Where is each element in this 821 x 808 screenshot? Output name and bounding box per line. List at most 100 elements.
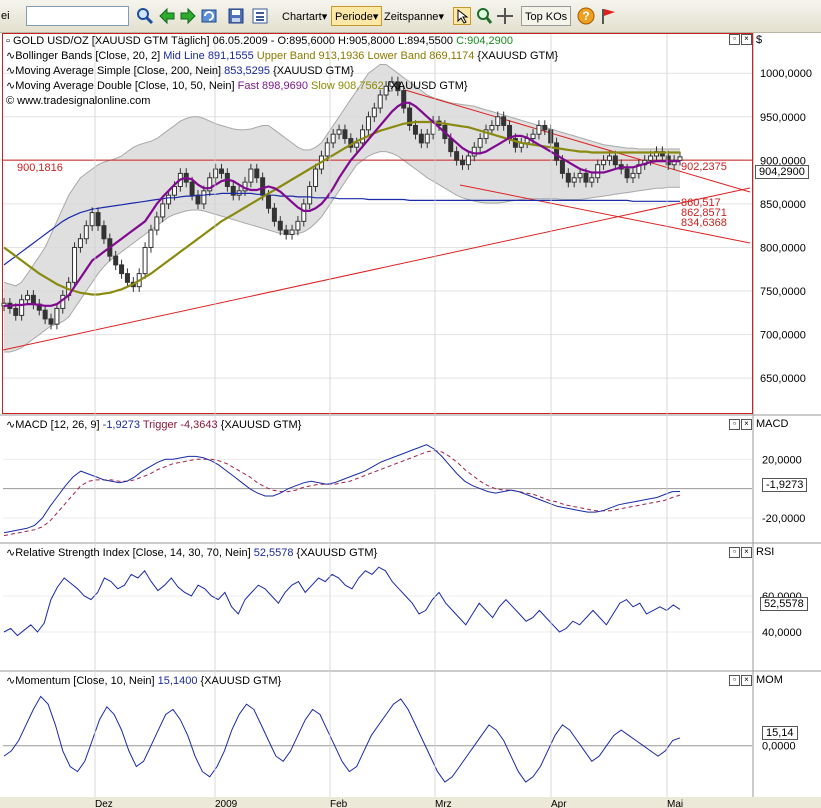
candle-body <box>354 142 360 148</box>
macd-plot: 20,0000 -20,0000 <box>3 444 805 537</box>
legend-bollinger[interactable]: ∿Bollinger Bands [Close, 20, 2] Mid Line… <box>6 50 559 62</box>
candle-body <box>89 212 95 227</box>
candle-body <box>277 220 283 231</box>
price-tick-label: 800,0000 <box>760 242 806 254</box>
hline-label: 900,1816 <box>17 162 63 174</box>
candle-body <box>471 146 477 157</box>
price-close-button[interactable]: × <box>741 34 752 45</box>
zeitspanne-menu-button[interactable]: Zeitspanne▾ <box>384 11 444 23</box>
candle-body <box>365 116 371 131</box>
momentum-close-button[interactable]: × <box>741 675 752 686</box>
x-tick-label: Mai <box>667 799 683 808</box>
candle-body <box>424 133 430 144</box>
macd-restore-button[interactable]: ▫ <box>729 419 740 430</box>
candle-body <box>283 229 289 235</box>
price-panel-frame <box>2 33 753 414</box>
x-axis: Dez 2009 Feb Mrz Apr Mai <box>94 34 683 808</box>
candle-body <box>401 90 407 109</box>
candle-body <box>489 124 495 131</box>
momentum-restore-button[interactable]: ▫ <box>729 675 740 686</box>
candle-body <box>601 159 607 166</box>
candle-body <box>360 129 366 144</box>
bollinger-upper-line <box>3 64 680 287</box>
candle-body <box>48 318 54 325</box>
list-icon[interactable] <box>251 7 269 25</box>
candle-body <box>377 94 383 109</box>
candle-body <box>395 81 401 92</box>
candle-body <box>589 177 595 183</box>
svg-text:?: ? <box>582 9 589 23</box>
price-tick-label: 1000,0000 <box>760 68 812 80</box>
candle-body <box>307 185 313 205</box>
rsi-legend[interactable]: ∿Relative Strength Index [Close, 14, 30,… <box>6 547 378 559</box>
trendline-support <box>2 187 751 351</box>
periode-menu-button[interactable]: Periode▾ <box>331 6 383 26</box>
candle-body <box>606 155 612 161</box>
price-restore-button[interactable]: ▫ <box>729 34 740 45</box>
candle-body <box>565 172 571 183</box>
refresh-icon[interactable] <box>200 7 218 25</box>
trendline-lower <box>459 184 751 244</box>
trendline-resistance <box>404 89 751 193</box>
annotation-2: 860,517 <box>681 197 721 209</box>
candle-body <box>412 124 418 135</box>
crosshair-icon[interactable] <box>496 7 514 25</box>
momentum-axis-title: MOM <box>756 674 783 686</box>
cursor-tool-icon[interactable] <box>453 7 471 25</box>
x-tick-label: Mrz <box>435 799 452 808</box>
price-tick-label: 750,0000 <box>760 286 806 298</box>
symbol-search-input[interactable] <box>26 6 129 26</box>
candle-body <box>207 177 213 192</box>
candle-body <box>389 81 395 87</box>
candle-body <box>42 309 48 320</box>
candle-body <box>148 229 154 248</box>
macd-axis-title: MACD <box>756 418 789 430</box>
rsi-close-button[interactable]: × <box>741 547 752 558</box>
momentum-legend[interactable]: ∿Momentum [Close, 10, Nein] 15,1400 {XAU… <box>6 675 282 687</box>
legend-copyright: © www.tradesignalonline.com <box>6 95 151 107</box>
legend-title: ▫ GOLD USD/OZ [XAUUSD GTM Täglich] 06.05… <box>6 35 513 47</box>
candle-body <box>559 159 565 174</box>
candle-body <box>324 142 330 157</box>
candle-body <box>648 155 654 161</box>
candle-body <box>271 207 277 222</box>
candle-body <box>677 156 683 161</box>
top-kos-button[interactable]: Top KOs <box>521 6 572 26</box>
macd-legend[interactable]: ∿MACD [12, 26, 9] -1,9273 Trigger -4,364… <box>6 419 302 431</box>
forward-arrow-icon[interactable] <box>179 7 197 25</box>
legend-mad[interactable]: ∿Moving Average Double [Close, 10, 50, N… <box>6 80 468 92</box>
macd-tick-label: 20,0000 <box>762 454 802 466</box>
flag-icon[interactable] <box>599 7 617 25</box>
candle-body <box>330 133 336 144</box>
candle-body <box>595 164 601 179</box>
price-plot <box>1 64 752 353</box>
candle-body <box>13 307 19 316</box>
candle-body <box>195 194 201 205</box>
price-tick-label: 850,0000 <box>760 199 806 211</box>
zoom-icon[interactable] <box>475 7 493 25</box>
x-tick-label: Feb <box>330 799 348 808</box>
rsi-tick-label: 40,0000 <box>762 627 802 639</box>
price-currency-label: $ <box>756 34 763 46</box>
fast-ma-line <box>4 101 680 307</box>
annotation-4: 834,6368 <box>681 217 727 229</box>
search-icon[interactable] <box>136 7 154 25</box>
x-tick-label: Apr <box>551 799 567 808</box>
candle-body <box>154 216 160 231</box>
candle-body <box>54 307 60 325</box>
price-legend: ▫ GOLD USD/OZ [XAUUSD GTM Täglich] 06.05… <box>6 34 558 109</box>
legend-sma[interactable]: ∿Moving Average Simple [Close, 200, Nein… <box>6 65 354 77</box>
price-tick-label: 650,0000 <box>760 373 806 385</box>
help-icon[interactable]: ? <box>577 7 595 25</box>
price-tick-label: 900,0000 <box>760 155 806 167</box>
back-arrow-icon[interactable] <box>158 7 176 25</box>
candle-body <box>260 177 266 196</box>
save-icon[interactable] <box>227 7 245 25</box>
rsi-axis-title: RSI <box>756 546 775 558</box>
chartart-menu-button[interactable]: Chartart▾ <box>282 11 328 23</box>
candle-body <box>418 133 424 144</box>
rsi-restore-button[interactable]: ▫ <box>729 547 740 558</box>
macd-close-button[interactable]: × <box>741 419 752 430</box>
annotation-1: 902,2375 <box>681 161 727 173</box>
